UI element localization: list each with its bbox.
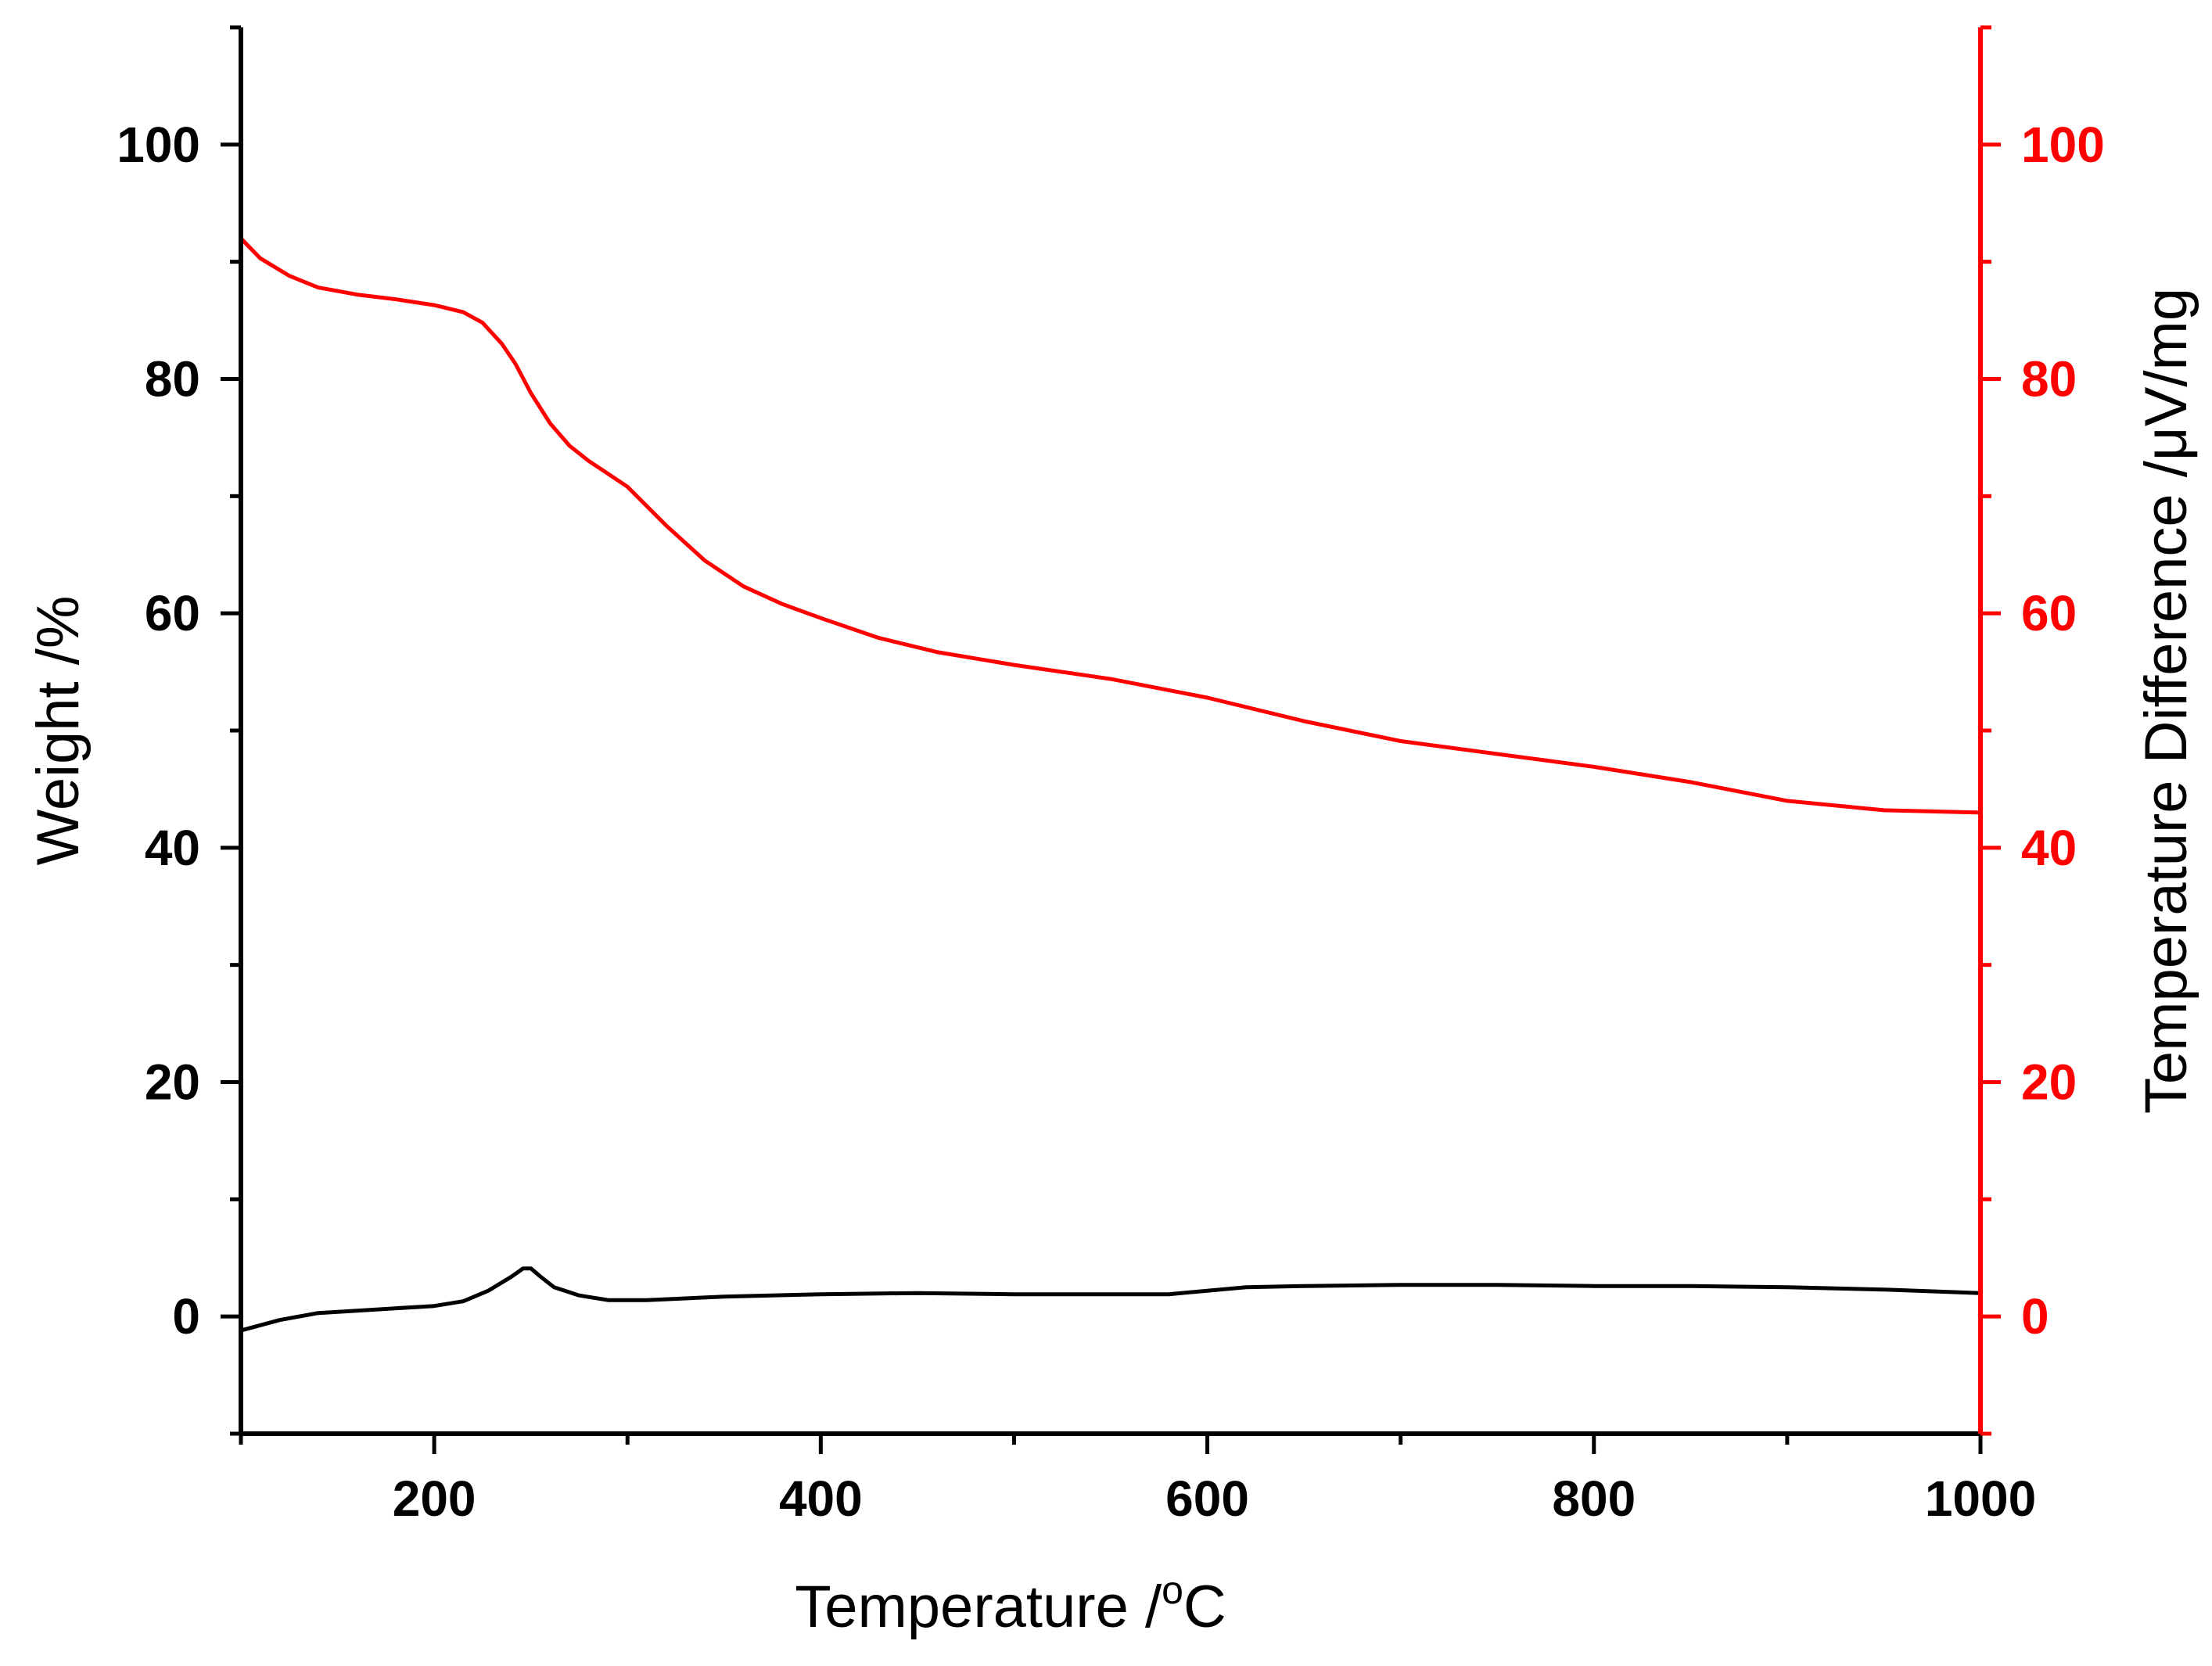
left-y-tick-label: 40 [145,820,200,876]
x-tick-label: 600 [1165,1470,1249,1527]
left-y-tick-label: 80 [145,351,200,408]
x-tick-label: 200 [393,1470,476,1527]
left-y-tick-label: 20 [145,1054,200,1111]
ticks-layer [221,25,2001,1454]
right-y-axis-title: Temperature Difference /μV/mg [2133,288,2199,1114]
x-axis-title-unit: C [1183,1574,1226,1640]
series-layer [239,236,1983,1333]
temperature-difference-series-line [239,1266,1983,1333]
right-y-tick-label: 100 [2021,117,2105,173]
weight-series-line [239,236,1983,815]
right-y-tick-label: 80 [2021,351,2077,408]
x-tick-label: 1000 [1925,1470,2036,1527]
x-tick-label: 800 [1552,1470,1636,1527]
left-y-tick-label: 60 [145,585,200,641]
right-y-tick-label: 40 [2021,820,2077,876]
left-y-tick-label: 0 [172,1288,200,1345]
x-axis-title-text: Temperature / [795,1574,1162,1640]
x-axis-title-superscript: o [1162,1568,1183,1612]
x-axis-title: Temperature /oC [795,1568,1226,1640]
x-tick-label: 400 [779,1470,863,1527]
right-y-tick-label: 0 [2021,1288,2049,1345]
left-y-axis-title: Weight /% [25,596,92,866]
right-y-tick-label: 20 [2021,1054,2077,1111]
left-y-tick-label: 100 [117,117,200,173]
right-y-tick-label: 60 [2021,585,2077,641]
